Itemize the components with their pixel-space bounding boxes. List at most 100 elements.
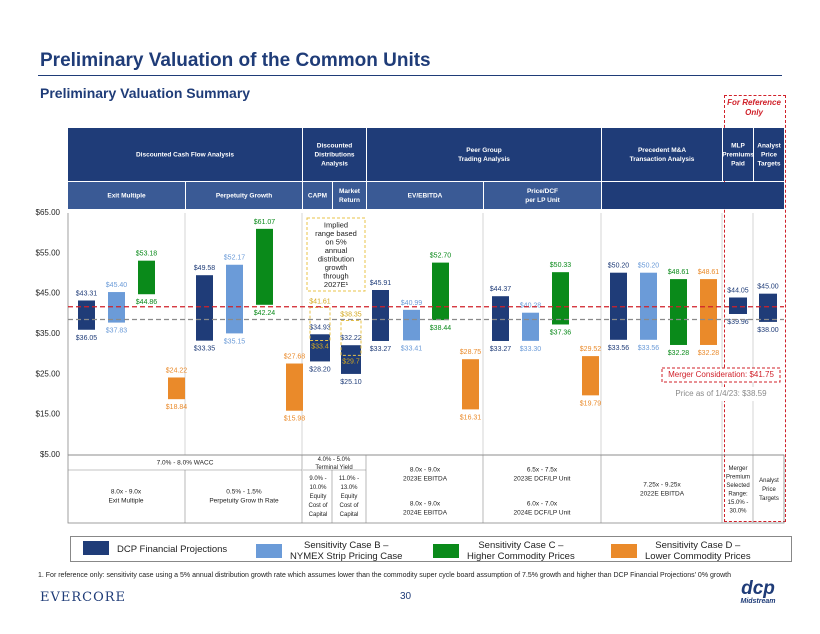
subheader-cell-0	[68, 182, 185, 209]
table-pdcf-2024: 6.0x - 7.0x 2024E DCF/LP Unit	[514, 500, 571, 516]
bar-high-label: $29.52	[580, 346, 602, 353]
subheader-cell-3	[333, 182, 366, 209]
bar-dcp	[729, 297, 747, 314]
table-precedent: 7.25x - 9.25x 2022E EBITDA	[640, 481, 685, 497]
subheader-label-0: Exit Multiple	[107, 192, 146, 199]
table-market-return: 11.0% -13.0% Equity Cost of Capital	[339, 476, 359, 518]
legend-swatch-dcp	[83, 540, 109, 555]
dcp-logo-sub: Midstream	[740, 598, 776, 605]
page-subtitle: Preliminary Valuation Summary	[40, 85, 251, 101]
bar-high-label: $44.05	[727, 287, 749, 294]
bar-low-label: $38.00	[757, 327, 779, 334]
page-title: Preliminary Valuation of the Common Unit…	[40, 50, 431, 71]
bar-low-label: $33.35	[194, 345, 216, 352]
header-label-2: Peer Group Trading Analysis	[458, 147, 510, 163]
table-ev-ebitda-2024: 8.0x - 9.0x 2024E EBITDA	[403, 500, 448, 516]
legend-swatch-case-c	[433, 544, 459, 558]
bar-high-label: $43.31	[76, 290, 98, 297]
current-price-label: Price as of 1/4/23: $38.59	[675, 389, 767, 398]
header-cell-4	[723, 128, 753, 181]
bar-case_d	[168, 377, 185, 400]
subheader-cell-5	[484, 182, 601, 209]
y-tick-label: $5.00	[40, 450, 61, 459]
bar-low-label: $37.36	[550, 329, 572, 336]
header-label-0: Discounted Cash Flow Analysis	[136, 151, 234, 158]
bar-dcp	[610, 272, 627, 340]
bar-high-label: $41.61	[309, 298, 331, 305]
dcp-logo-text: dcp	[741, 578, 775, 599]
bar-low-label: $36.05	[76, 335, 98, 342]
legend-label-dcp: DCP Financial Projections	[117, 544, 228, 555]
table-capm: 9.0% -10.0% Equity Cost of Capital	[308, 476, 327, 518]
bar-high-label: $32.22	[340, 335, 362, 342]
bar-high-label: $27.68	[284, 353, 306, 360]
header-label-5: Analyst Price Targets	[757, 142, 781, 167]
bar-reference-range	[340, 319, 362, 356]
bar-low-label: $44.86	[136, 299, 158, 306]
subheader-label-4: EV/EBITDA	[408, 192, 443, 199]
chart-legend: DCP Financial Projections Sensitivity Ca…	[70, 536, 792, 562]
table-exit-multiple: 8.0x - 9.0x Exit Multiple	[108, 488, 143, 504]
legend-item-case-c: Sensitivity Case C – Higher Commodity Pr…	[433, 540, 575, 562]
bar-dcp	[372, 289, 389, 341]
bar-high-label: $52.17	[224, 255, 246, 262]
bar-case_b	[403, 309, 420, 341]
bar-low-label: $16.31	[460, 414, 482, 421]
bar-high-label: $45.40	[106, 282, 128, 289]
bar-high-label: $52.70	[430, 252, 452, 259]
bar-high-label: $38.35	[340, 311, 362, 318]
bar-high-label: $49.58	[194, 265, 216, 272]
table-ev-ebitda-2023: 8.0x - 9.0x 2023E EBITDA	[403, 466, 448, 482]
legend-label-case-b: Sensitivity Case B – NYMEX Strip Pricing…	[290, 540, 403, 562]
header-label-3: Precedent M&A Transaction Analysis	[630, 147, 695, 163]
header-label-1: Discounted Distributions Analysis	[314, 142, 354, 167]
bar-low-label: $37.83	[106, 327, 128, 334]
bar-case_b	[226, 264, 243, 334]
bar-high-label: $28.75	[460, 349, 482, 356]
bar-low-label: $25.10	[340, 379, 362, 386]
legend-label-case-c: Sensitivity Case C – Higher Commodity Pr…	[467, 540, 575, 562]
title-rule	[38, 75, 782, 76]
y-tick-label: $35.00	[36, 329, 61, 338]
bar-low-label: $18.84	[166, 404, 188, 411]
header-cell-2	[367, 128, 601, 181]
bar-high-label: $61.07	[254, 219, 276, 226]
bar-high-label: $40.99	[401, 300, 423, 307]
page-number: 30	[400, 591, 412, 602]
table-analyst: Analyst Price Targets	[759, 478, 779, 502]
bar-dcp	[759, 293, 777, 322]
subheader-label-3: Market Return	[339, 188, 361, 204]
header-label-4: MLP Premiums Paid	[722, 142, 754, 167]
implied-range-annotation: Implied range based on 5% annual distributio…	[315, 220, 357, 289]
bar-low-label: $29.7	[342, 358, 360, 365]
table-terminal-yield: 4.0% - 5.0% Terminal Yield	[315, 457, 352, 471]
bar-dcp	[78, 300, 95, 330]
y-tick-label: $25.00	[36, 369, 61, 378]
y-tick-label: $65.00	[36, 208, 61, 217]
table-premiums: Merger Premium Selected Range: 15.0% -30.0%	[726, 465, 750, 514]
bottom-table	[67, 454, 785, 524]
subheader-label-5: Price/DCF per LP Unit	[525, 188, 560, 204]
bar-high-label: $48.61	[668, 269, 690, 276]
bar-low-label: $42.24	[254, 310, 276, 317]
current-price-box	[662, 387, 780, 401]
evercore-logo: EVERCORE	[40, 590, 127, 605]
bar-case_d	[700, 279, 717, 345]
bar-high-label: $34.93	[309, 324, 331, 331]
bar-case_c	[552, 272, 569, 325]
bar-high-label: $24.22	[166, 367, 188, 374]
table-dcf-wacc: 7.0% - 8.0% WACC	[157, 459, 214, 466]
bar-high-label: $50.20	[608, 263, 630, 270]
bar-low-label: $28.20	[309, 366, 331, 373]
bar-low-label: $33.56	[638, 345, 660, 352]
subheader-label-2: CAPM	[308, 192, 327, 199]
footnote: 1. For reference only: sensitivity case …	[38, 572, 732, 579]
bar-dcp	[196, 275, 213, 341]
bar-case_c	[256, 228, 273, 305]
bar-case_c	[138, 260, 155, 295]
table-pdcf-2023: 6.5x - 7.5x 2023E DCF/LP Unit	[514, 466, 571, 482]
bar-low-label: $15.98	[284, 416, 306, 423]
reference-only-note: For Reference Only	[727, 98, 781, 117]
bar-low-label: $38.44	[430, 325, 452, 332]
merger-consideration-box	[661, 367, 781, 383]
